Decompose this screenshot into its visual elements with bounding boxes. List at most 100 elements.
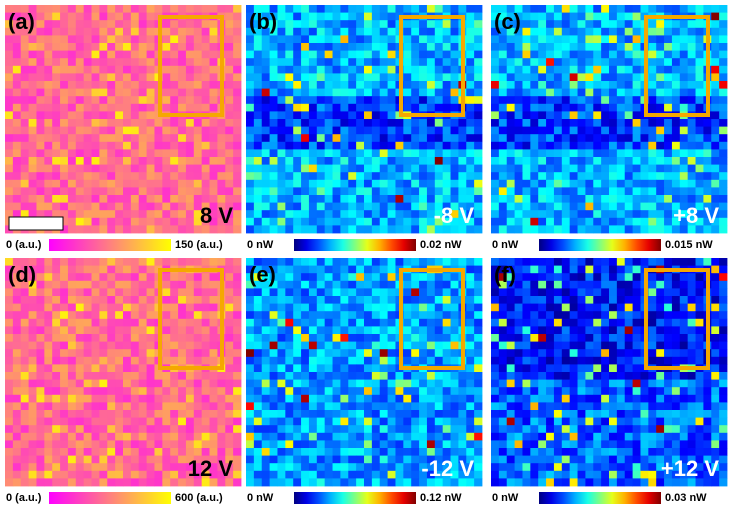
pixel — [52, 88, 61, 97]
pixel — [170, 134, 179, 143]
pixel — [474, 103, 483, 112]
pixel — [99, 280, 108, 289]
panel-label: (d) — [8, 262, 36, 287]
pixel — [616, 20, 626, 29]
pixel — [546, 103, 555, 112]
pixel — [99, 187, 108, 196]
pixel — [458, 379, 467, 388]
pixel — [12, 318, 22, 327]
pixel — [426, 88, 436, 97]
pixel — [138, 210, 147, 219]
pixel — [308, 470, 318, 479]
pixel — [233, 425, 242, 434]
pixel — [5, 65, 14, 74]
pixel — [419, 27, 428, 36]
pixel — [474, 172, 483, 181]
pixel — [434, 164, 444, 173]
pixel — [269, 119, 278, 127]
pixel — [458, 179, 467, 188]
pixel — [474, 440, 483, 449]
pixel — [162, 318, 171, 327]
pixel — [593, 12, 602, 21]
pixel — [348, 349, 357, 358]
pixel — [5, 341, 14, 350]
pixel — [371, 225, 381, 234]
pixel — [52, 126, 61, 135]
pixel — [561, 81, 571, 89]
pixel — [36, 448, 45, 456]
pixel — [514, 349, 523, 358]
pixel — [434, 296, 444, 304]
pixel — [12, 141, 22, 150]
pixel — [277, 81, 286, 89]
pixel — [146, 326, 155, 335]
pixel — [233, 202, 242, 211]
pixel — [261, 470, 270, 479]
pixel — [201, 103, 210, 112]
pixel — [253, 81, 263, 89]
pixel — [308, 417, 318, 426]
pixel — [193, 27, 203, 36]
pixel — [225, 50, 234, 59]
pixel — [530, 349, 539, 358]
pixel — [411, 448, 420, 456]
pixel — [656, 96, 665, 105]
pixel — [193, 273, 203, 282]
pixel — [522, 225, 531, 234]
pixel — [293, 157, 302, 165]
pixel — [664, 149, 673, 158]
pixel — [466, 463, 475, 472]
pixel — [5, 296, 14, 304]
pixel — [285, 5, 294, 13]
pixel — [348, 334, 357, 342]
pixel — [308, 356, 318, 365]
pixel — [154, 195, 163, 203]
pixel — [60, 96, 69, 105]
pixel — [664, 141, 673, 150]
pixel — [201, 349, 210, 358]
pixel — [514, 195, 523, 203]
pixel — [301, 326, 310, 335]
pixel — [671, 311, 681, 320]
pixel — [316, 50, 326, 59]
pixel — [364, 349, 373, 358]
pixel — [316, 5, 326, 13]
pixel — [162, 379, 171, 388]
pixel — [20, 425, 29, 434]
pixel — [371, 440, 381, 449]
pixel — [616, 27, 626, 36]
pixel — [217, 470, 226, 479]
pixel — [20, 440, 29, 449]
pixel — [695, 195, 704, 203]
pixel — [711, 318, 720, 327]
pixel — [356, 210, 365, 219]
pixel — [115, 119, 124, 127]
pixel — [687, 349, 696, 358]
pixel — [130, 119, 140, 127]
pixel — [356, 303, 365, 312]
pixel — [170, 210, 179, 219]
pixel — [403, 372, 412, 380]
pixel — [269, 432, 278, 441]
pixel — [178, 402, 187, 411]
pixel — [185, 463, 195, 472]
pixel — [99, 379, 108, 388]
pixel — [285, 149, 294, 158]
pixel — [466, 303, 475, 312]
pixel — [201, 311, 210, 320]
pixel — [261, 311, 270, 320]
pixel — [170, 195, 179, 203]
pixel — [577, 35, 586, 44]
pixel — [5, 448, 14, 456]
pixel — [217, 126, 226, 135]
pixel — [99, 157, 108, 165]
pixel — [491, 164, 500, 173]
pixel — [130, 356, 140, 365]
pixel — [546, 149, 555, 158]
pixel — [91, 288, 100, 297]
pixel — [711, 88, 720, 97]
pixel — [246, 440, 255, 449]
pixel — [5, 73, 14, 82]
pixel — [491, 12, 500, 21]
pixel — [324, 303, 333, 312]
